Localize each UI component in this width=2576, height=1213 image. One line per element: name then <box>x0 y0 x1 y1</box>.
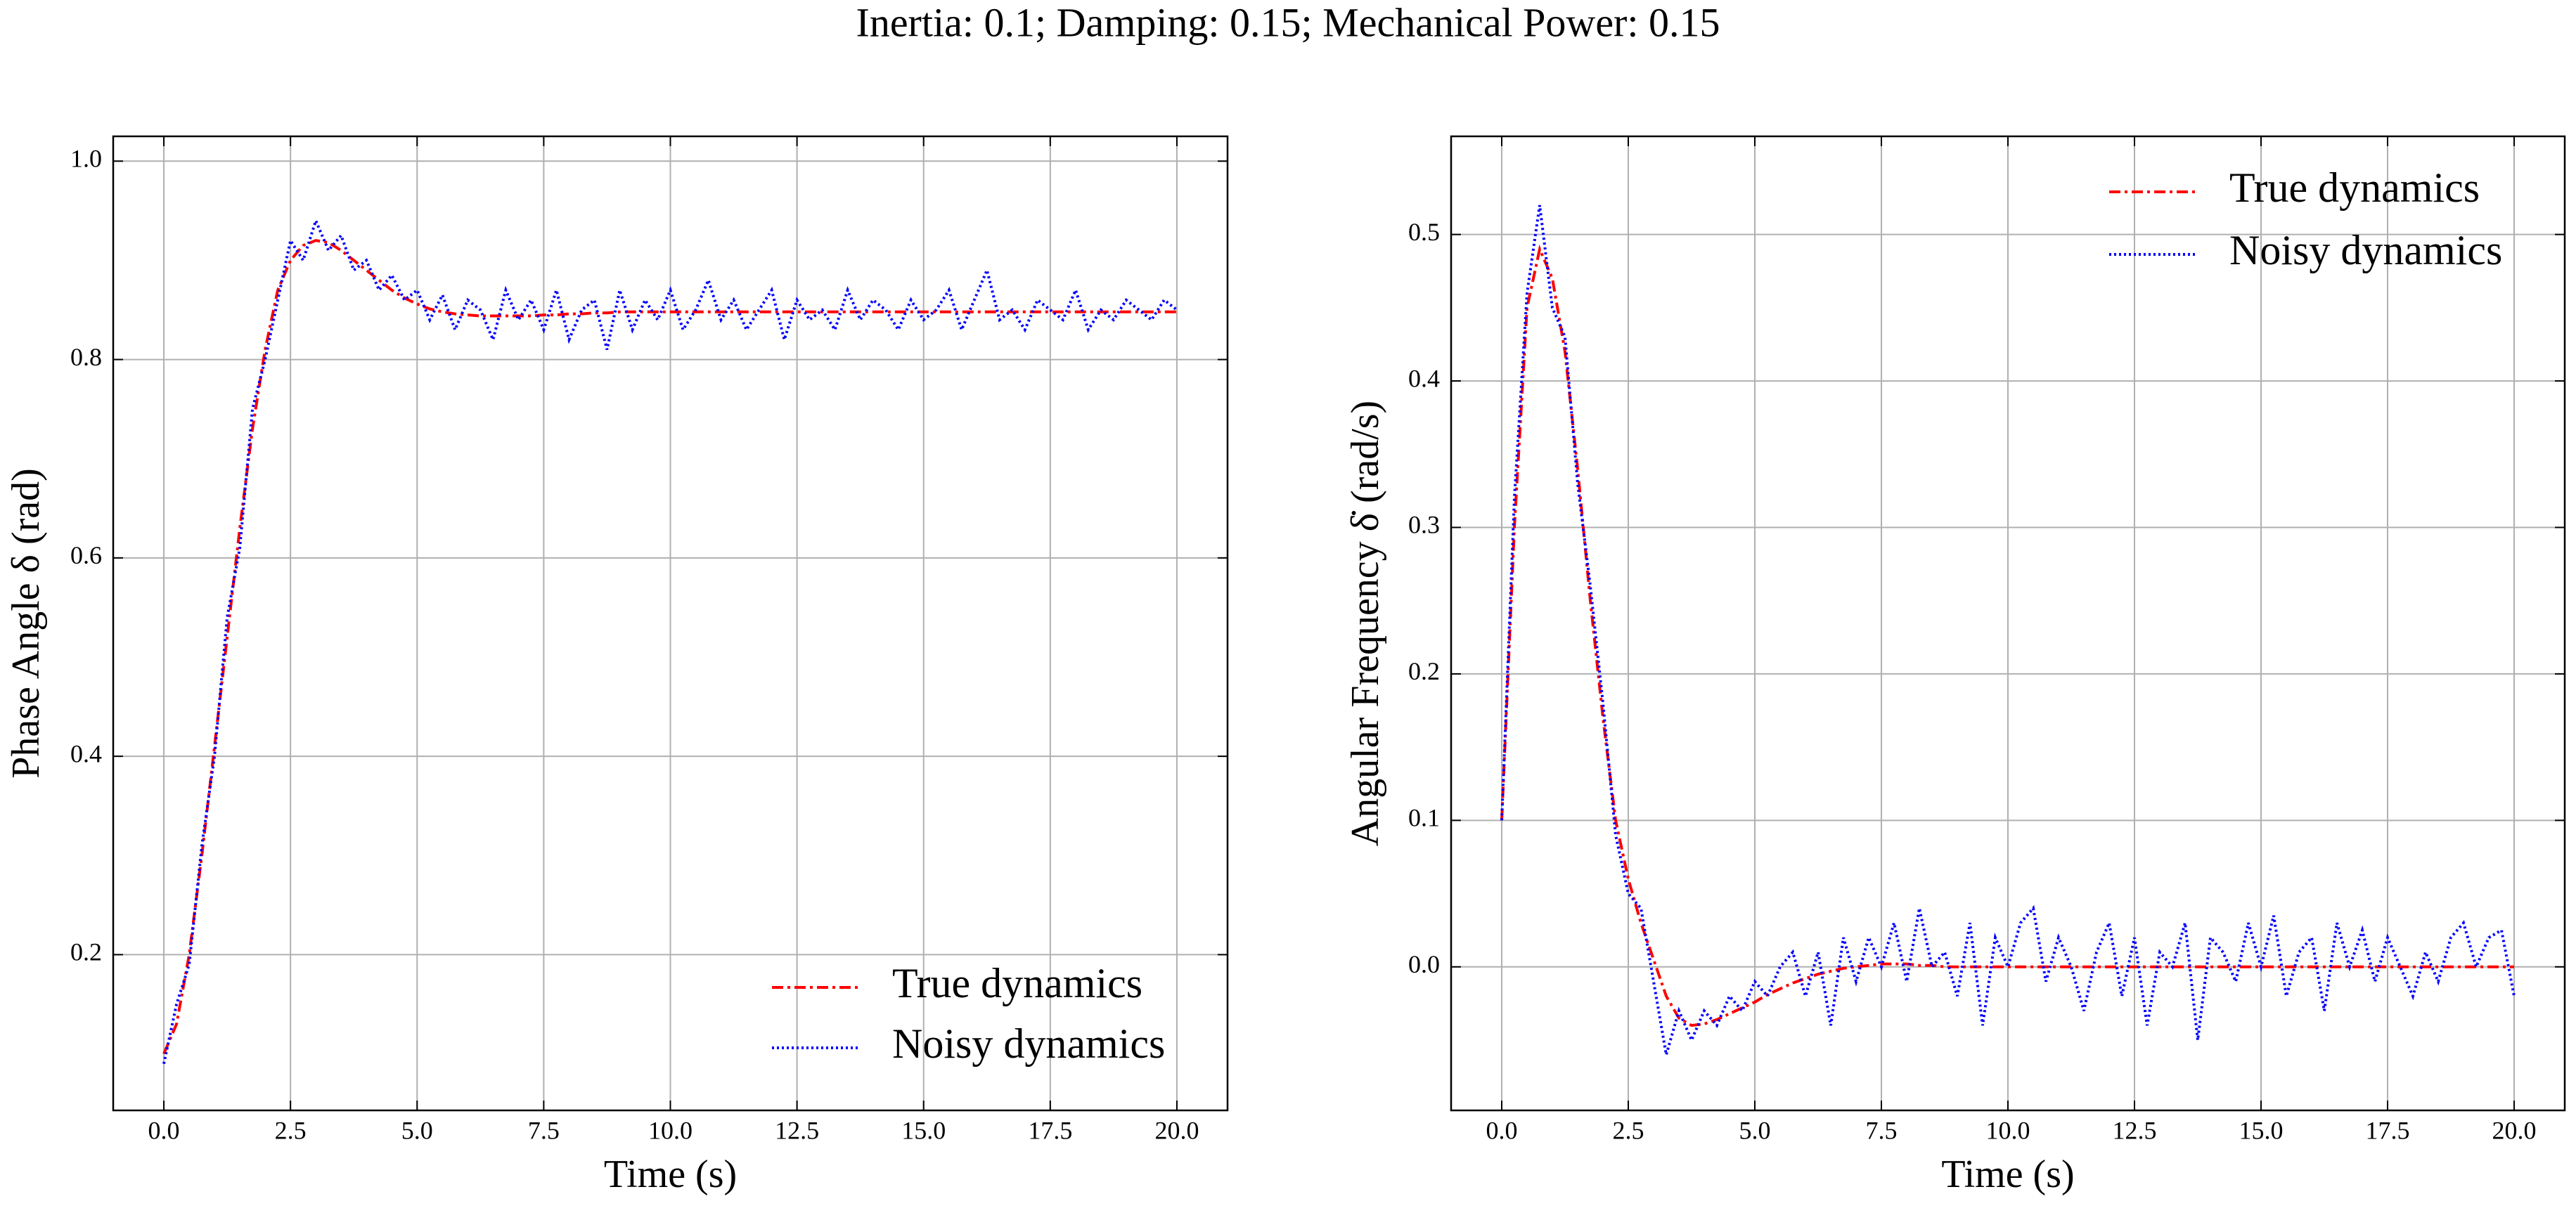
y-tick-label: 0.4 <box>70 739 102 767</box>
y-axis-label: Phase Angle δ (rad) <box>4 468 48 779</box>
x-tick-label: 5.0 <box>401 1116 433 1144</box>
x-tick-label: 2.5 <box>1613 1116 1644 1144</box>
y-tick-label: 0.2 <box>70 938 102 966</box>
data-line <box>1500 205 2516 1056</box>
axes: 0.0 2.5 5.0 7.5 10.0 12.5 15.0 17.5 20.0 0.2 0.4 0.… <box>4 135 1229 1196</box>
axes-frame <box>112 135 1229 1112</box>
legend-label: True dynamics <box>2229 164 2480 211</box>
x-tick-label: 2.5 <box>275 1116 307 1144</box>
legend-label: Noisy dynamics <box>892 1020 1165 1067</box>
y-tick-label: 0.6 <box>70 541 102 569</box>
legend-label: Noisy dynamics <box>2229 227 2502 273</box>
x-tick-label: 20.0 <box>1154 1116 1199 1144</box>
axes: 0.0 2.5 5.0 7.5 10.0 12.5 15.0 17.5 20.0 0.0 0.1 0.… <box>1344 135 2566 1196</box>
x-tick-label: 7.5 <box>528 1116 560 1144</box>
x-axis-label: Time (s) <box>1941 1153 2074 1196</box>
data-line <box>1500 244 2514 1027</box>
x-axis-label: Time (s) <box>604 1153 737 1196</box>
x-tick-label: 17.5 <box>1028 1116 1072 1144</box>
x-tick-label: 15.0 <box>901 1116 946 1144</box>
legend-label: True dynamics <box>892 960 1142 1006</box>
y-tick-label: 0.1 <box>1408 804 1440 832</box>
y-tick-label: 0.2 <box>1408 657 1440 685</box>
x-tick-label: 10.0 <box>648 1116 693 1144</box>
x-tick-label: 17.5 <box>2366 1116 2410 1144</box>
y-tick-label: 1.0 <box>70 145 102 173</box>
x-tick-label: 5.0 <box>1739 1116 1771 1144</box>
y-tick-label: 0.8 <box>70 343 102 371</box>
axes-frame <box>1450 135 2566 1112</box>
y-axis-label: Angular Frequency δ̇ (rad/s) <box>1344 401 1387 846</box>
x-tick-label: 10.0 <box>1986 1116 2030 1144</box>
y-tick-label: 0.4 <box>1408 364 1440 392</box>
x-tick-label: 0.0 <box>1486 1116 1518 1144</box>
y-tick-label: 0.0 <box>1408 950 1440 978</box>
figure-title: Inertia: 0.1; Damping: 0.15; Mechanical … <box>856 0 1720 45</box>
x-tick-label: 15.0 <box>2239 1116 2284 1144</box>
y-tick-label: 0.5 <box>1408 218 1440 246</box>
data-line <box>162 239 1177 1055</box>
x-tick-label: 12.5 <box>775 1116 819 1144</box>
x-tick-label: 20.0 <box>2492 1116 2537 1144</box>
x-tick-label: 0.0 <box>148 1116 180 1144</box>
data-line <box>162 216 1178 1065</box>
x-tick-label: 12.5 <box>2113 1116 2157 1144</box>
y-tick-label: 0.3 <box>1408 511 1440 539</box>
x-tick-label: 7.5 <box>1866 1116 1898 1144</box>
